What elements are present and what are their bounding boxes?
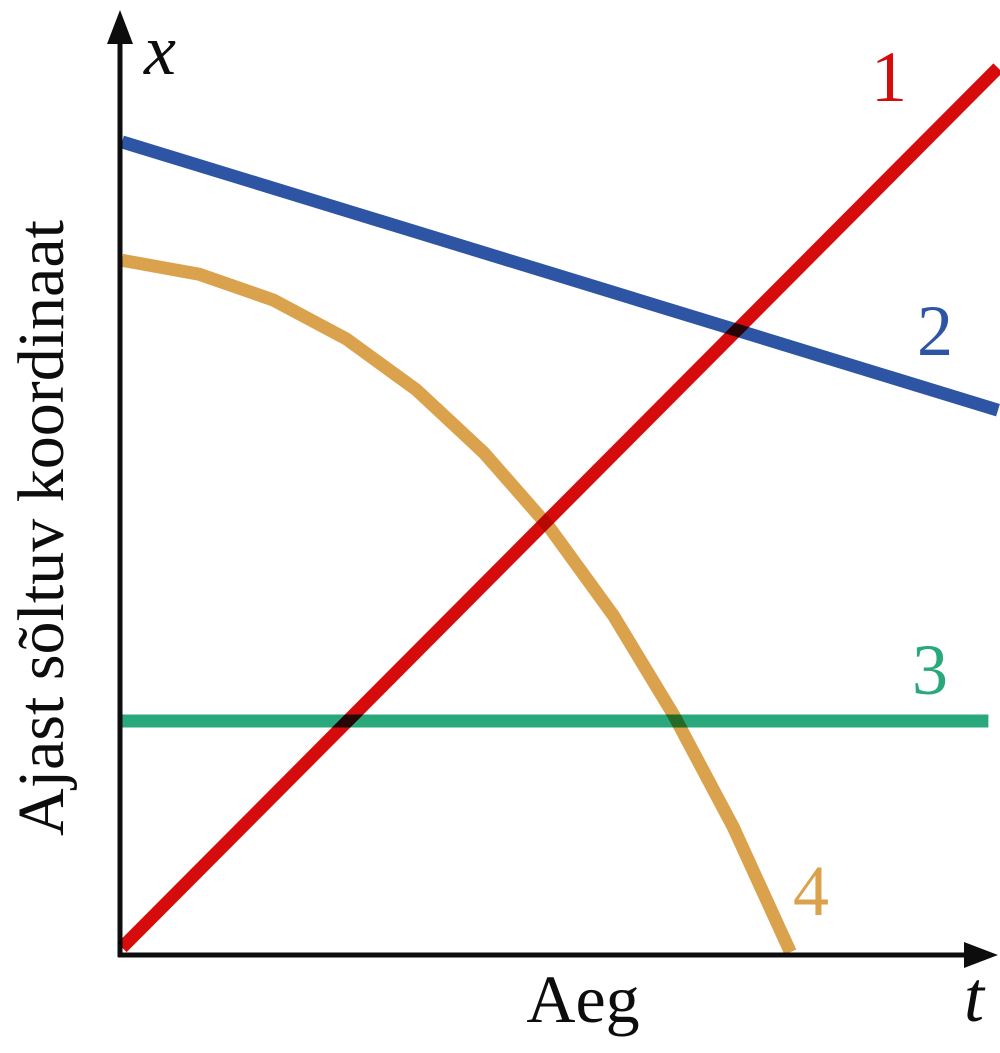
curves-layer <box>117 63 1000 955</box>
y-axis-symbol-label: x <box>144 10 176 90</box>
series-2-label: 2 <box>917 291 953 371</box>
series-2-curve <box>120 135 1000 417</box>
x-axis-arrowhead-icon <box>964 942 998 968</box>
series-4-label: 4 <box>793 851 829 931</box>
y-axis-title: Ajast sõltuv koordinaat <box>5 220 78 836</box>
x-axis-title: Aeg <box>526 961 640 1037</box>
series-1-curve <box>117 63 1000 953</box>
series-4-curve <box>120 253 797 955</box>
y-axis-arrowhead-icon <box>107 10 133 44</box>
series-3-label: 3 <box>912 630 948 710</box>
x-axis-symbol-label: t <box>963 957 985 1037</box>
axes-layer <box>107 10 998 968</box>
series-1-label: 1 <box>871 37 907 117</box>
